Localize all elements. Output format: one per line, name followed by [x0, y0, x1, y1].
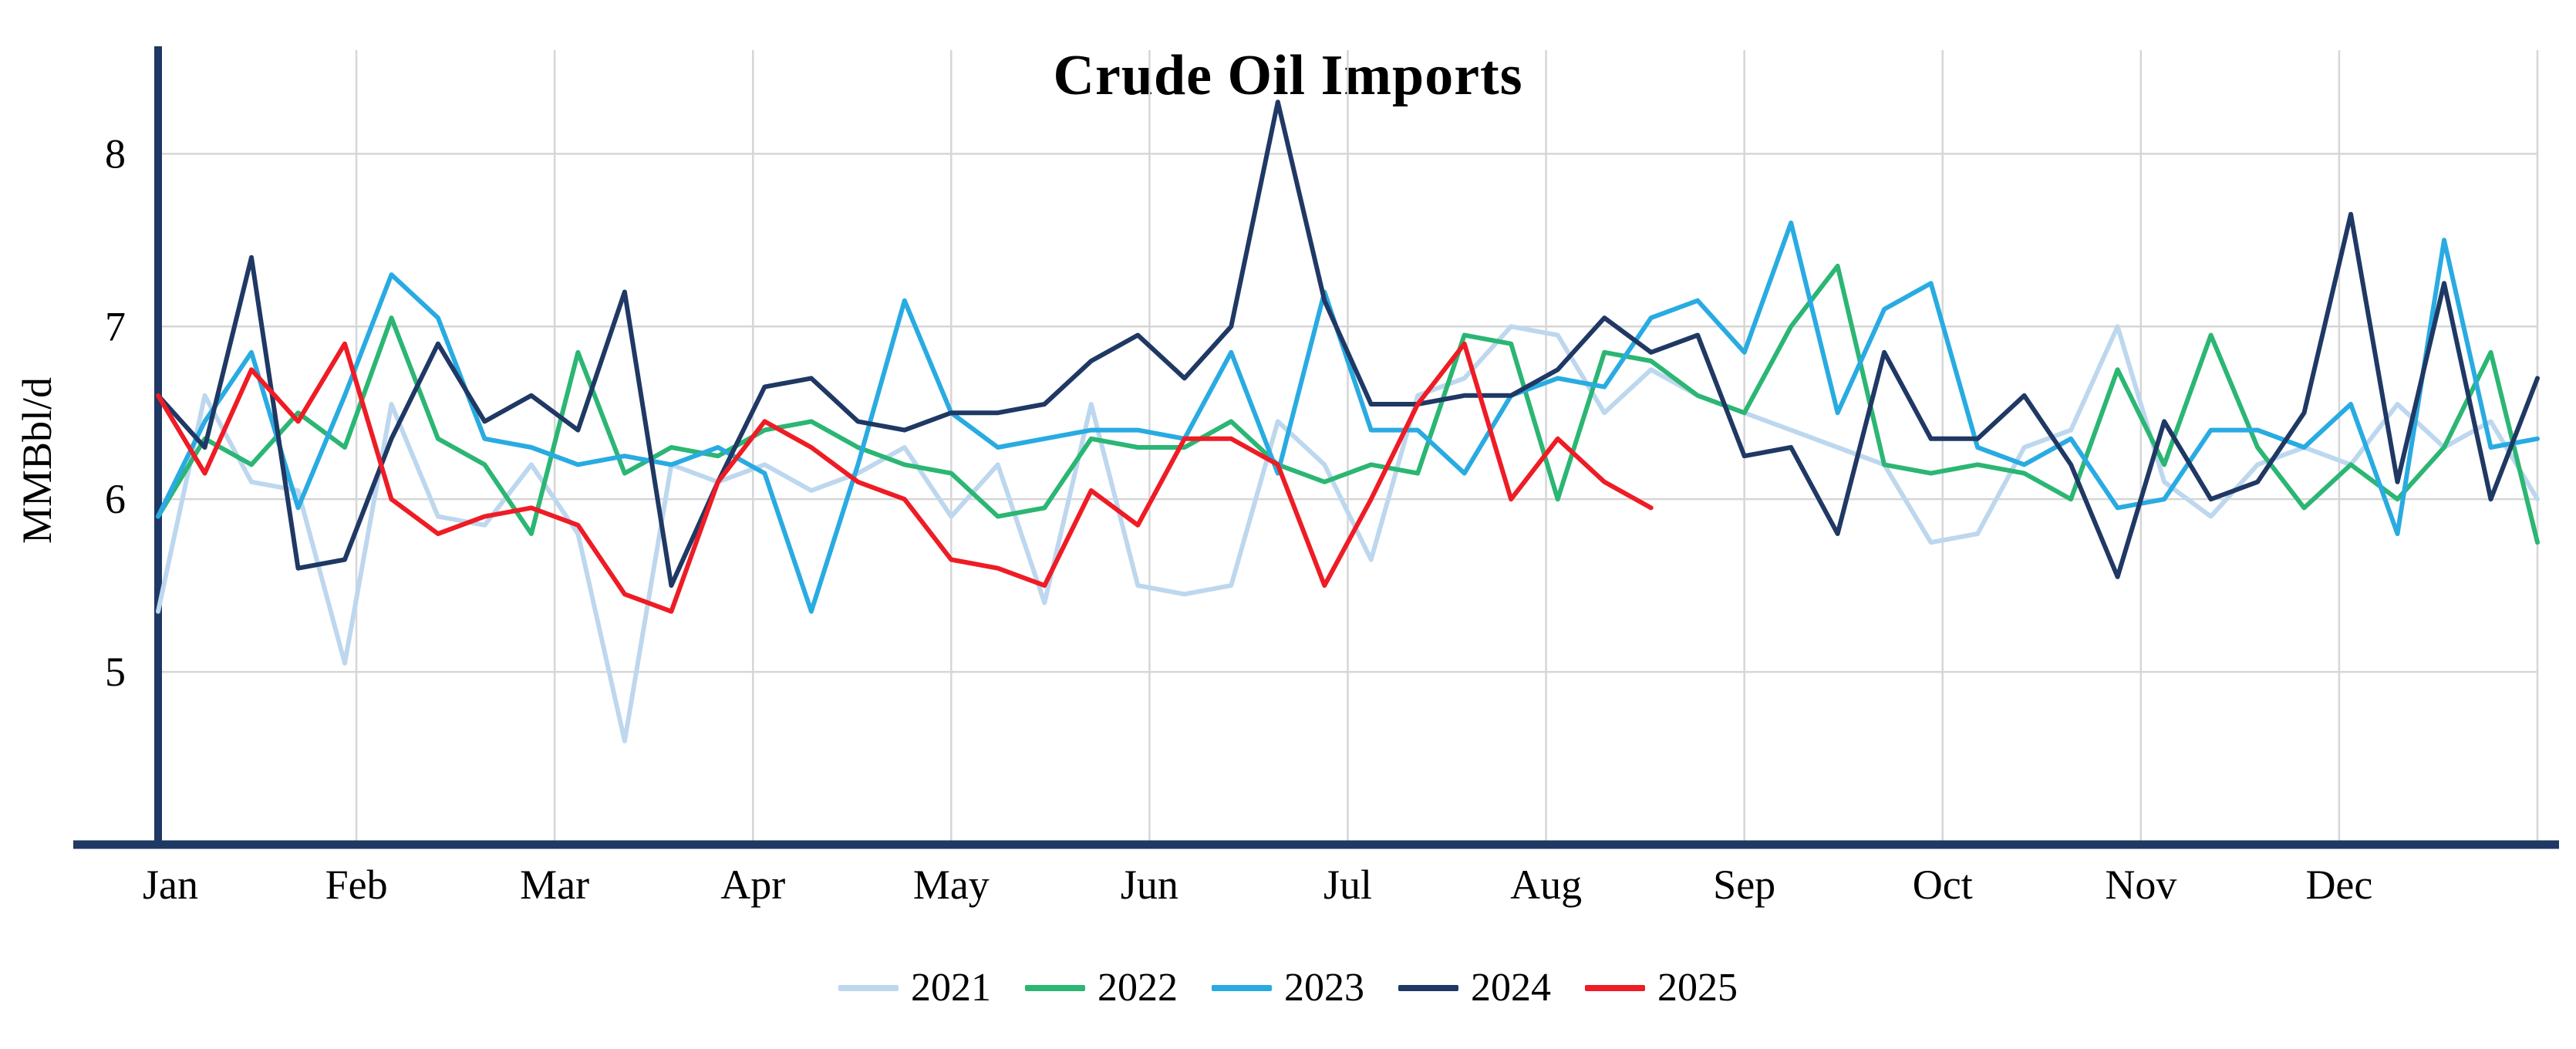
legend-label: 2025	[1657, 966, 1738, 1010]
x-tick-label: Dec	[2305, 862, 2372, 908]
legend-label: 2021	[911, 966, 991, 1010]
series-line-2022	[156, 263, 2540, 545]
x-tick-label: Nov	[2105, 862, 2176, 908]
x-tick-label: Jun	[1121, 862, 1178, 908]
x-tick-label: Oct	[1913, 862, 1973, 908]
legend-swatch-2025	[1585, 984, 1645, 991]
y-tick-label: 8	[105, 130, 126, 177]
legend-item-2021: 2021	[838, 965, 991, 1010]
legend-label: 2024	[1471, 966, 1551, 1010]
legend-item-2025: 2025	[1585, 965, 1738, 1010]
legend-swatch-2023	[1212, 984, 1272, 991]
legend: 2021 2022 2023 2024 2025	[0, 965, 2576, 1010]
y-tick-label: 5	[105, 649, 126, 695]
legend-swatch-2022	[1025, 984, 1085, 991]
legend-item-2023: 2023	[1212, 965, 1364, 1010]
series-line-2024	[156, 100, 2540, 589]
x-tick-label: Apr	[720, 862, 785, 908]
y-tick-label: 7	[105, 303, 126, 349]
x-tick-label: Jan	[143, 862, 198, 908]
x-tick-label: Feb	[325, 862, 388, 908]
x-tick-label: Jul	[1323, 862, 1372, 908]
series-line-2025	[156, 341, 1654, 614]
x-tick-label: Sep	[1713, 862, 1775, 908]
legend-item-2022: 2022	[1025, 965, 1178, 1010]
x-tick-label: Aug	[1510, 862, 1582, 908]
series-line-2021	[156, 324, 2540, 744]
legend-swatch-2024	[1398, 984, 1458, 991]
x-tick-label: Mar	[520, 862, 589, 908]
chart-title: Crude Oil Imports	[1053, 43, 1523, 107]
x-tick-label: May	[913, 862, 990, 908]
legend-label: 2022	[1097, 966, 1178, 1010]
legend-item-2024: 2024	[1398, 965, 1551, 1010]
y-tick-label: 6	[105, 476, 126, 522]
legend-swatch-2021	[838, 984, 899, 991]
legend-label: 2023	[1284, 966, 1364, 1010]
